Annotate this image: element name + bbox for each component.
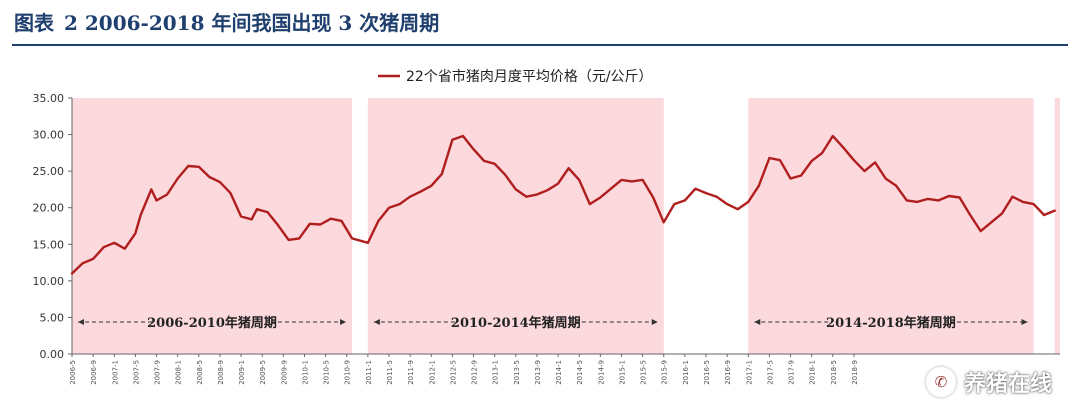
- watermark-text: 养猪在线: [963, 372, 1052, 397]
- x-tick-label: 2006-5: [69, 360, 77, 385]
- y-tick-label: 30.00: [33, 129, 65, 142]
- x-tick-labels: 2006-5 2006-9 2007-1 2007-5 2007-9 2008-1 2008…: [69, 354, 859, 385]
- x-tick-label: 2017-1: [745, 360, 753, 385]
- wechat-icon: ✆: [925, 367, 956, 397]
- cycle-band-2: [367, 98, 664, 354]
- x-tick-label: 2015-1: [618, 360, 626, 385]
- figure-title: 2 2006-2018 年间我国出现 3 次猪周期: [64, 10, 440, 35]
- x-tick-label: 2009-5: [259, 360, 267, 385]
- y-tick-label: 25.00: [33, 165, 65, 178]
- cycle-arrowhead-right: [651, 319, 658, 325]
- x-tick-label: 2016-5: [703, 360, 711, 385]
- x-tick-label: 2007-1: [111, 360, 119, 385]
- x-tick-label: 2014-5: [576, 360, 584, 385]
- cycle-arrowhead-left: [373, 319, 380, 325]
- y-tick-label: 10.00: [33, 275, 65, 288]
- cycle-band-4: [1054, 98, 1060, 354]
- x-tick-label: 2010-9: [344, 360, 352, 385]
- y-tick-label: 0.00: [40, 348, 65, 361]
- x-tick-label: 2011-9: [407, 360, 415, 385]
- figure-tag: 图表: [14, 10, 54, 35]
- axes: [71, 98, 1060, 355]
- watermark: ✆ 养猪在线: [925, 366, 1052, 398]
- cycle-arrowhead-left: [754, 319, 761, 325]
- x-tick-label: 2011-5: [386, 360, 394, 385]
- x-tick-label: 2015-5: [640, 360, 648, 385]
- x-tick-label: 2017-9: [788, 360, 796, 385]
- pork-price-chart: 0.00 5.00 10.00 15.00 20.00 25.00 30.00 35.00 2…: [33, 68, 1060, 385]
- x-tick-label: 2015-9: [661, 360, 669, 385]
- x-tick-label: 2010-1: [301, 360, 309, 385]
- x-tick-label: 2008-5: [196, 360, 204, 385]
- x-tick-label: 2014-9: [597, 360, 605, 385]
- cycle-label-3: 2014-2018年猪周期: [826, 315, 956, 331]
- x-tick-label: 2016-1: [682, 360, 690, 385]
- y-tick-label: 35.00: [33, 92, 65, 105]
- figure-header: 图表 2 2006-2018 年间我国出现 3 次猪周期: [14, 6, 439, 36]
- cycle-band-1: [72, 98, 353, 354]
- cycle-label-1: 2006-2010年猪周期: [147, 315, 277, 331]
- y-tick-label: 20.00: [33, 202, 65, 215]
- x-tick-label: 2014-1: [555, 360, 563, 385]
- x-tick-label: 2012-5: [449, 360, 457, 385]
- x-tick-label: 2017-5: [766, 360, 774, 385]
- legend-label: 22个省市猪肉月度平均价格（元/公斤）: [406, 68, 653, 85]
- cycle-arrowhead-right: [1021, 319, 1028, 325]
- legend: 22个省市猪肉月度平均价格（元/公斤）: [378, 68, 653, 85]
- x-tick-label: 2013-1: [492, 360, 500, 385]
- cycle-arrowhead-left: [78, 319, 84, 325]
- cycle-label-2: 2010-2014年猪周期: [451, 315, 581, 331]
- x-tick-label: 2018-5: [830, 360, 838, 385]
- x-tick-label: 2012-1: [428, 360, 436, 385]
- x-tick-label: 2010-5: [323, 360, 331, 385]
- x-tick-label: 2008-1: [175, 360, 183, 385]
- y-tick-label: 15.00: [33, 238, 65, 251]
- cycle-annotations: 2006-2010年猪周期 2010-2014年猪周期 2014-2018年猪周期: [78, 315, 1028, 331]
- x-tick-label: 2012-9: [471, 360, 479, 385]
- x-tick-label: 2018-9: [851, 360, 859, 385]
- x-tick-label: 2013-9: [534, 360, 542, 385]
- x-tick-label: 2006-9: [90, 360, 98, 385]
- series-line-1: [70, 134, 1056, 275]
- x-tick-label: 2008-9: [217, 360, 225, 385]
- title-divider: [12, 44, 1068, 46]
- x-tick-label: 2009-9: [280, 360, 288, 385]
- x-tick-label: 2007-9: [154, 360, 162, 385]
- cycle-arrowhead-right: [340, 319, 347, 325]
- y-tick-label: 5.00: [40, 311, 65, 324]
- y-tick-labels: 0.00 5.00 10.00 15.00 20.00 25.00 30.00 35.00: [33, 92, 72, 361]
- x-tick-label: 2016-9: [724, 360, 732, 385]
- x-tick-label: 2009-1: [238, 360, 246, 385]
- x-tick-label: 2018-1: [809, 360, 817, 385]
- x-tick-label: 2007-5: [132, 360, 140, 385]
- series-layer: [70, 134, 1056, 275]
- x-tick-label: 2011-1: [365, 360, 373, 385]
- x-tick-label: 2013-5: [513, 360, 521, 385]
